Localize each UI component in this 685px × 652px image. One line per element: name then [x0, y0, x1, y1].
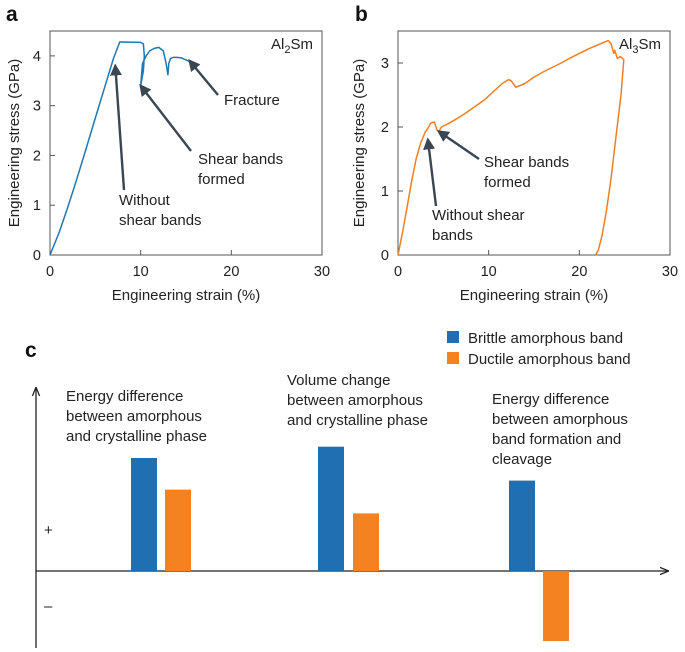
panel-a-x-tick-label: 10: [133, 264, 149, 280]
panel-a-annotation-label: Fracture: [224, 92, 280, 109]
panel-b-y-tick-label: 1: [381, 184, 389, 200]
panel-a-y-tick-label: 4: [33, 49, 41, 65]
panel-b-letter: b: [355, 3, 368, 26]
panel-b-annotation-label: Without shear bands: [432, 207, 525, 244]
panel-a-y-axis-label: Engineering stress (GPa): [6, 59, 23, 227]
legend-swatch-ductile: [447, 352, 459, 364]
panel-a-annotation-arrow: [188, 59, 219, 96]
panel-b-x-axis-label: Engineering strain (%): [460, 287, 608, 304]
bar-ductile-1: [165, 489, 191, 571]
panel-b-series-line: [397, 39, 625, 256]
panel-b-annotation-arrow: [436, 130, 480, 160]
panel-a-x-tick-label: 0: [46, 264, 54, 280]
panel-b-material-label: Al3Sm: [619, 36, 661, 56]
legend-swatch-brittle: [447, 331, 459, 343]
panel-b-annotation-label: Shear bands formed: [484, 154, 569, 191]
panel-b-x-tick-label: 10: [481, 264, 497, 280]
panel-a-x-axis-label: Engineering strain (%): [112, 287, 260, 304]
panel-b-chart: b 0 10 20 30 0 1 2 3 Al3Sm Engineering strain (…: [351, 3, 678, 304]
bar-brittle-2: [318, 446, 344, 571]
bar-brittle-1: [131, 458, 157, 571]
panel-b-x-tick-label: 20: [571, 264, 587, 280]
panel-b-x-tick-label: 30: [662, 264, 678, 280]
panel-c-legend: Brittle amorphous band Ductile amorphous…: [447, 330, 631, 368]
panel-c-chart: c Brittle amorphous band Ductile amorpho…: [25, 330, 668, 648]
panel-a-frame: [49, 30, 323, 256]
panel-a-chart: a 0 10 20 30 0 1 2 3 4 Al2Sm Engineering strain …: [6, 3, 330, 304]
legend-label-ductile: Ductile amorphous band: [468, 351, 631, 368]
panel-a-y-tick-label: 0: [33, 248, 41, 264]
panel-b-y-axis-label: Engineering stress (GPa): [351, 59, 368, 227]
panel-b-x-tick-label: 0: [394, 264, 402, 280]
panel-c-letter: c: [25, 339, 37, 362]
panel-a-letter: a: [6, 3, 18, 26]
panel-c-minus-sign: –: [44, 598, 53, 615]
panel-a-annotation-arrow: [139, 83, 192, 152]
category-label-3: Energy difference between amorphous band f…: [492, 391, 628, 468]
panel-c-plus-sign: +: [44, 522, 53, 539]
bar-ductile-3: [543, 571, 569, 642]
panel-a-annotation-label: Shear bands formed: [198, 151, 283, 188]
panel-a-material-label: Al2Sm: [271, 36, 313, 56]
panel-a-y-tick-label: 1: [33, 198, 41, 214]
bar-brittle-3: [509, 480, 535, 571]
panel-b-annotation-arrow: [423, 137, 438, 207]
panel-b-y-tick-label: 2: [381, 120, 389, 136]
category-label-2: Volume change between amorphous and crysta…: [287, 372, 428, 429]
panel-a-series-line: [49, 41, 194, 256]
bar-ductile-2: [353, 513, 379, 571]
panel-a-annotation-arrow: [109, 63, 126, 191]
panel-b-y-tick-label: 3: [381, 56, 389, 72]
panel-b-y-tick-label: 0: [381, 248, 389, 264]
panel-a-y-tick-label: 3: [33, 99, 41, 115]
panel-b-frame: [397, 30, 671, 256]
panel-a-x-tick-label: 20: [223, 264, 239, 280]
panel-a-y-tick-label: 2: [33, 148, 41, 164]
legend-label-brittle: Brittle amorphous band: [468, 330, 623, 347]
category-label-1: Energy difference between amorphous and cr…: [66, 388, 207, 445]
panel-a-x-tick-label: 30: [314, 264, 330, 280]
panel-a-annotation-label: Without shear bands: [119, 192, 202, 229]
